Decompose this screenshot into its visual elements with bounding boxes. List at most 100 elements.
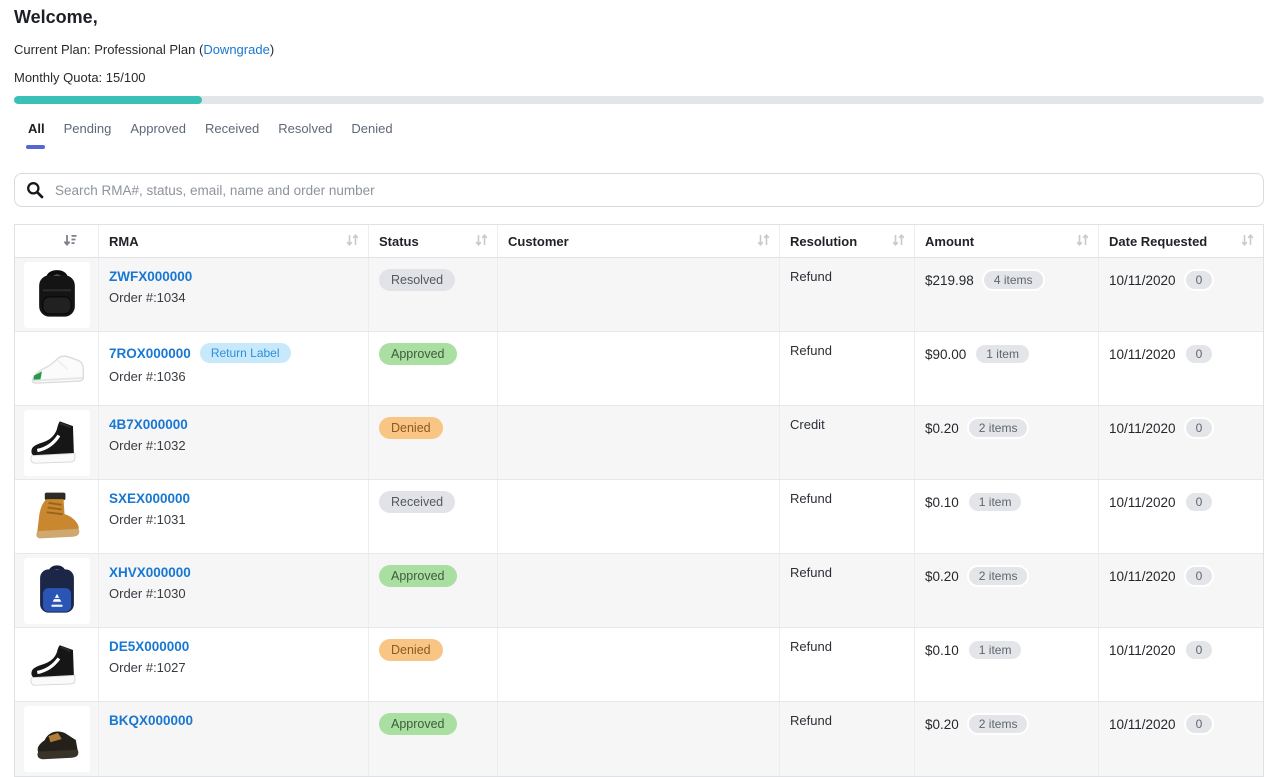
column-label: Customer — [508, 233, 569, 249]
date-value: 10/11/2020 — [1109, 420, 1176, 436]
rma-dashboard-page: Welcome, Current Plan: Professional Plan… — [0, 7, 1280, 777]
table-row[interactable]: SXEX000000 Order #:1031 Received Refund … — [15, 480, 1263, 554]
sort-updown-icon[interactable] — [1241, 233, 1254, 249]
date-cell: 10/11/2020 0 — [1099, 258, 1263, 331]
column-label: Date Requested — [1109, 233, 1208, 249]
rma-cell: XHVX000000 Order #:1030 — [99, 554, 369, 627]
rma-link[interactable]: 7ROX000000 — [109, 345, 191, 361]
items-count-pill: 1 item — [966, 491, 1024, 513]
items-count-pill: 2 items — [966, 417, 1030, 439]
table-header-resolution: Resolution — [780, 225, 915, 257]
zero-count-pill: 0 — [1183, 565, 1215, 587]
rma-cell: 7ROX000000 Return Label Order #:1036 — [99, 332, 369, 405]
rma-link[interactable]: 4B7X000000 — [109, 417, 188, 432]
amount-value: $219.98 — [925, 272, 974, 288]
rma-link[interactable]: DE5X000000 — [109, 639, 190, 654]
rma-link[interactable]: ZWFX000000 — [109, 269, 193, 284]
amount-cell: $0.20 2 items — [915, 702, 1099, 776]
sort-updown-icon[interactable] — [346, 233, 359, 249]
resolution-cell: Refund — [780, 554, 915, 627]
amount-cell: $0.10 1 item — [915, 628, 1099, 701]
items-count-pill: 2 items — [966, 565, 1030, 587]
tab-resolved[interactable]: Resolved — [278, 121, 333, 136]
quota-progress-bar — [14, 96, 1264, 104]
date-value: 10/11/2020 — [1109, 568, 1176, 584]
tab-pending[interactable]: Pending — [63, 121, 112, 136]
tab-denied[interactable]: Denied — [351, 121, 393, 136]
date-value: 10/11/2020 — [1109, 272, 1176, 288]
product-image-black-hightop-sneaker — [23, 632, 90, 698]
column-label: Status — [379, 233, 419, 249]
status-cell: Approved — [369, 702, 498, 776]
downgrade-link[interactable]: Downgrade — [203, 42, 270, 57]
product-image-cell — [15, 554, 99, 627]
amount-cell: $0.10 1 item — [915, 480, 1099, 553]
amount-value: $0.20 — [925, 420, 959, 436]
tab-all[interactable]: All — [26, 121, 45, 149]
column-label: RMA — [109, 233, 139, 249]
product-image-navy-adidas-backpack — [23, 558, 90, 624]
date-value: 10/11/2020 — [1109, 494, 1176, 510]
table-row[interactable]: DE5X000000 Order #:1027 Denied Refund $0… — [15, 628, 1263, 702]
quota-progress-fill — [14, 96, 202, 104]
status-badge: Approved — [379, 343, 457, 365]
resolution-cell: Refund — [780, 332, 915, 405]
zero-count-pill: 0 — [1183, 417, 1215, 439]
amount-value: $0.20 — [925, 568, 959, 584]
rma-cell: 4B7X000000 Order #:1032 — [99, 406, 369, 479]
tab-received[interactable]: Received — [205, 121, 260, 136]
sort-amount-icon[interactable] — [63, 234, 77, 249]
plan-text: Current Plan: Professional Plan ( — [14, 42, 204, 57]
resolution-cell: Refund — [780, 480, 915, 553]
table-header-image-col — [15, 225, 99, 257]
tab-approved[interactable]: Approved — [130, 121, 186, 136]
order-number: Order #:1034 — [109, 290, 186, 305]
status-badge: Approved — [379, 565, 457, 587]
plan-text-suffix: ) — [269, 42, 275, 57]
resolution-cell: Refund — [780, 258, 915, 331]
table-row[interactable]: 7ROX000000 Return Label Order #:1036 Appr… — [15, 332, 1263, 406]
order-number: Order #:1027 — [109, 660, 186, 675]
product-image-cell — [15, 258, 99, 331]
table-row[interactable]: 4B7X000000 Order #:1032 Denied Credit $0… — [15, 406, 1263, 480]
status-cell: Approved — [369, 554, 498, 627]
date-cell: 10/11/2020 0 — [1099, 702, 1263, 776]
table-row[interactable]: BKQX000000 Approved Refund $0.20 2 items … — [15, 702, 1263, 776]
rma-link[interactable]: SXEX000000 — [109, 491, 191, 506]
sort-updown-icon[interactable] — [475, 233, 488, 249]
current-plan-line: Current Plan: Professional Plan (Downgra… — [14, 42, 1264, 57]
table-header-row: RMA Status Customer Resolution Amount Da… — [15, 225, 1263, 258]
customer-cell — [498, 702, 780, 776]
sort-updown-icon[interactable] — [1076, 233, 1089, 249]
date-value: 10/11/2020 — [1109, 642, 1176, 658]
customer-cell — [498, 332, 780, 405]
search-icon — [26, 181, 44, 199]
search-input[interactable] — [53, 181, 1252, 199]
date-cell: 10/11/2020 0 — [1099, 628, 1263, 701]
rma-link[interactable]: BKQX000000 — [109, 713, 194, 728]
amount-value: $0.10 — [925, 494, 959, 510]
product-image-cell — [15, 702, 99, 776]
date-cell: 10/11/2020 0 — [1099, 406, 1263, 479]
sort-updown-icon[interactable] — [892, 233, 905, 249]
search-bar[interactable] — [14, 173, 1264, 207]
date-value: 10/11/2020 — [1109, 346, 1176, 362]
date-cell: 10/11/2020 0 — [1099, 554, 1263, 627]
rma-table: RMA Status Customer Resolution Amount Da… — [14, 224, 1264, 777]
sort-updown-icon[interactable] — [757, 233, 770, 249]
zero-count-pill: 0 — [1183, 491, 1215, 513]
rma-cell: ZWFX000000 Order #:1034 — [99, 258, 369, 331]
rma-cell: DE5X000000 Order #:1027 — [99, 628, 369, 701]
status-cell: Denied — [369, 628, 498, 701]
status-cell: Received — [369, 480, 498, 553]
table-row[interactable]: ZWFX000000 Order #:1034 Resolved Refund … — [15, 258, 1263, 332]
product-image-cell — [15, 628, 99, 701]
table-header-rma: RMA — [99, 225, 369, 257]
product-image-black-hightop-sneaker — [23, 410, 90, 476]
column-label: Resolution — [790, 233, 858, 249]
table-row[interactable]: XHVX000000 Order #:1030 Approved Refund … — [15, 554, 1263, 628]
amount-value: $0.20 — [925, 716, 959, 732]
product-image-tan-boot — [23, 484, 90, 550]
status-filter-tabs: All Pending Approved Received Resolved D… — [14, 121, 1264, 149]
rma-link[interactable]: XHVX000000 — [109, 565, 191, 580]
